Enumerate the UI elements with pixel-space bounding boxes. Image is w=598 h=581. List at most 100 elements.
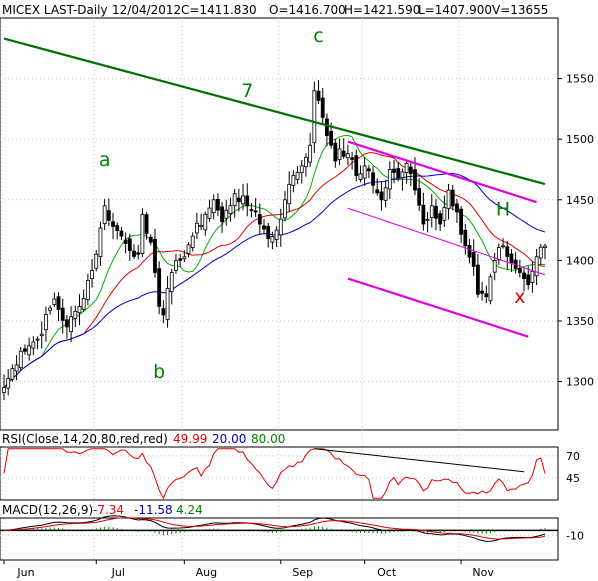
macd-value: -7.34	[93, 503, 124, 517]
rsi-high-level: 80.00	[251, 432, 285, 446]
candle-body	[14, 364, 19, 372]
candle-body	[320, 97, 325, 118]
candle-body	[299, 165, 304, 174]
candle-body	[161, 308, 166, 316]
candle-body	[480, 290, 484, 294]
candle-body	[52, 298, 57, 305]
candle-body	[534, 256, 539, 277]
candle-body	[182, 256, 187, 260]
wave-label: 7	[241, 80, 253, 102]
rsi-low-level: 20.00	[212, 432, 246, 446]
candle-body	[232, 193, 237, 207]
macd-signal-value: -11.58	[134, 503, 173, 517]
candle-body	[65, 319, 69, 328]
rsi-value: 49.99	[173, 432, 207, 446]
wave-label: H	[496, 199, 510, 221]
candle-body	[530, 270, 535, 283]
candle-body	[475, 264, 480, 295]
macd-panel-frame	[0, 517, 559, 561]
candle-body	[526, 274, 531, 285]
price-tick-label: 1400	[566, 254, 594, 267]
rsi-panel-frame	[0, 446, 559, 501]
candle-body	[199, 224, 204, 227]
candle-body	[174, 260, 178, 271]
macd-hist-value: 4.24	[176, 503, 203, 517]
candle-body	[35, 338, 40, 341]
candle-body	[215, 199, 220, 211]
month-label: Jul	[111, 566, 125, 579]
candle-body	[484, 293, 489, 298]
candle-body	[73, 310, 78, 319]
candle-body	[195, 222, 199, 234]
candle-body	[379, 191, 384, 201]
date-label: 12/04/2012	[112, 3, 181, 17]
candle-body	[39, 333, 44, 337]
candle-body	[157, 268, 162, 307]
rsi-trendline	[314, 448, 525, 473]
candle-body	[224, 209, 229, 219]
candle-body	[262, 225, 266, 230]
candle-body	[211, 199, 216, 214]
macd-signal-line	[3, 517, 546, 540]
candle-body	[85, 279, 90, 300]
candle-body	[362, 165, 367, 179]
candle-body	[31, 341, 36, 349]
price-tick-label: 1300	[566, 376, 594, 389]
candle-body	[266, 225, 271, 239]
rsi-panel: 45 70	[0, 446, 580, 501]
candle-body	[496, 247, 501, 261]
candle-body	[463, 229, 468, 247]
price-header: MICEX LAST-Daily 12/04/2012 C=1411.830 O…	[2, 3, 548, 17]
rsi-header: RSI(Close,14,20,80,red,red) 49.99 20.00 …	[2, 432, 285, 446]
candle-body	[278, 218, 283, 236]
candle-body	[295, 172, 300, 180]
candle-body	[123, 239, 128, 244]
candle-body	[77, 305, 82, 314]
candle-body	[408, 166, 413, 175]
trendline-4	[347, 207, 546, 276]
candle-body	[522, 272, 526, 279]
candle-body	[136, 252, 141, 255]
candle-body	[417, 188, 422, 206]
candle-body	[228, 205, 233, 215]
rsi-line	[3, 448, 546, 500]
candle-body	[81, 298, 86, 310]
candle-body	[249, 209, 254, 211]
trendline-3	[347, 277, 529, 338]
candle-body	[467, 244, 472, 258]
candle-body	[148, 236, 153, 243]
candle-body	[98, 227, 103, 257]
candle-body	[153, 238, 157, 273]
candle-body	[354, 155, 359, 176]
candle-body	[245, 195, 250, 207]
candle-body	[241, 195, 245, 205]
candle-body	[111, 221, 115, 227]
candle-body	[186, 244, 191, 254]
candle-body	[23, 348, 27, 352]
candle-body	[392, 168, 396, 173]
candle-body	[450, 189, 455, 207]
candle-body	[337, 148, 342, 161]
moving-average-line-3	[3, 172, 546, 388]
candle-body	[60, 307, 65, 321]
price-panel: 1300 1350 1400 1450 1500 1550 a b c 7 Hx	[0, 17, 594, 560]
candle-body	[207, 207, 212, 219]
month-label: Jun	[16, 566, 34, 579]
wave-label: b	[153, 361, 165, 383]
candle-body	[325, 118, 329, 136]
month-label: Nov	[472, 566, 494, 579]
candle-body	[505, 246, 510, 257]
candle-body	[429, 205, 434, 218]
candle-body	[413, 169, 417, 191]
wave-label: x	[514, 286, 525, 308]
candle-body	[257, 214, 262, 225]
candle-body	[144, 214, 149, 235]
price-tick-label: 1350	[566, 315, 594, 328]
high-label: H=1421.590	[344, 3, 420, 17]
wave-label: c	[313, 25, 323, 47]
candle-body	[492, 259, 497, 273]
candle-body	[538, 246, 543, 259]
candle-body	[106, 210, 111, 221]
moving-average-line-1	[3, 134, 546, 388]
